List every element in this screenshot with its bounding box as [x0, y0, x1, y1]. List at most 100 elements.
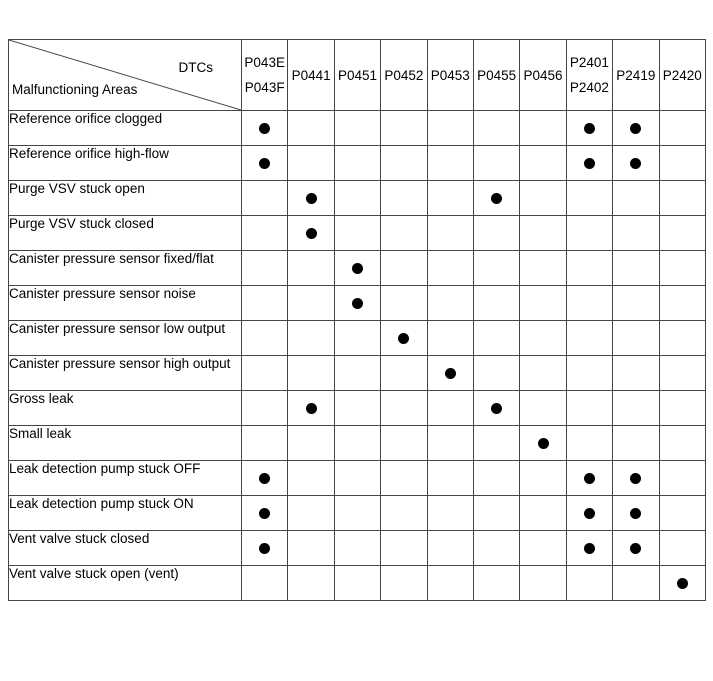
dtc-empty-cell [240, 425, 289, 461]
dtc-code: P0453 [430, 67, 470, 83]
dtc-applicable-cell [612, 460, 660, 496]
dtc-empty-cell [472, 530, 521, 566]
dtc-empty-cell [426, 460, 474, 496]
dot-indicator [398, 332, 410, 344]
dtc-empty-cell [658, 390, 707, 426]
dtc-column-header: P0455 [472, 39, 521, 111]
dtc-empty-cell [612, 215, 660, 251]
dtc-empty-cell [380, 215, 428, 251]
dtc-empty-cell [333, 390, 382, 426]
dtc-empty-cell [658, 180, 707, 216]
dot-indicator [630, 472, 642, 484]
malfunctioning-area-label: Leak detection pump stuck OFF [8, 460, 242, 496]
dtc-empty-cell [240, 390, 289, 426]
table-row: Leak detection pump stuck ON [8, 495, 707, 531]
dot-indicator [351, 262, 363, 274]
dtc-applicable-cell [287, 180, 335, 216]
malfunctioning-area-label: Small leak [8, 425, 242, 461]
dtc-empty-cell [240, 320, 289, 356]
dtc-column-header: P2419 [612, 39, 660, 111]
malfunctioning-area-label: Reference orifice clogged [8, 110, 242, 146]
dtc-code: P0455 [477, 67, 517, 83]
dtc-empty-cell [426, 565, 474, 601]
dtc-empty-cell [380, 180, 428, 216]
malfunctioning-area-label: Vent valve stuck closed [8, 530, 242, 566]
dtc-empty-cell [472, 320, 521, 356]
dtc-applicable-cell [240, 110, 289, 146]
table-row: Vent valve stuck open (vent) [8, 565, 707, 601]
dtc-empty-cell [612, 320, 660, 356]
dtc-applicable-cell [472, 180, 521, 216]
dtc-empty-cell [658, 215, 707, 251]
dtc-empty-cell [612, 285, 660, 321]
dtc-empty-cell [426, 250, 474, 286]
dot-indicator [259, 472, 271, 484]
dtc-applicable-cell [472, 390, 521, 426]
dtc-column-header: P0453 [426, 39, 474, 111]
dtc-empty-cell [333, 495, 382, 531]
dot-indicator [491, 402, 503, 414]
dtc-applicable-cell [565, 460, 614, 496]
dtc-empty-cell [519, 460, 567, 496]
dtc-applicable-cell [333, 250, 382, 286]
table-row: Reference orifice clogged [8, 110, 707, 146]
dot-indicator [583, 122, 595, 134]
dtc-empty-cell [287, 145, 335, 181]
dtc-empty-cell [519, 180, 567, 216]
dtc-empty-cell [519, 390, 567, 426]
dtc-empty-cell [240, 355, 289, 391]
dtc-empty-cell [240, 250, 289, 286]
dtc-applicable-cell [519, 425, 567, 461]
dtc-empty-cell [472, 565, 521, 601]
table-row: Purge VSV stuck closed [8, 215, 707, 251]
table-row: Reference orifice high-flow [8, 145, 707, 181]
dtc-applicable-cell [287, 215, 335, 251]
dtc-empty-cell [565, 285, 614, 321]
dtc-empty-cell [426, 145, 474, 181]
dot-indicator [259, 542, 271, 554]
dot-indicator [630, 542, 642, 554]
dtc-empty-cell [333, 530, 382, 566]
dtc-applicable-cell [612, 530, 660, 566]
dtc-empty-cell [658, 285, 707, 321]
table-row: Canister pressure sensor fixed/flat [8, 250, 707, 286]
dot-indicator [537, 437, 549, 449]
dtc-empty-cell [380, 390, 428, 426]
dtc-empty-cell [380, 460, 428, 496]
dtc-empty-cell [380, 530, 428, 566]
dtc-empty-cell [612, 180, 660, 216]
dtc-empty-cell [426, 320, 474, 356]
dtc-empty-cell [380, 110, 428, 146]
dtc-empty-cell [426, 390, 474, 426]
dtc-empty-cell [472, 460, 521, 496]
dtc-applicable-cell [565, 530, 614, 566]
dtc-empty-cell [240, 285, 289, 321]
dtc-empty-cell [612, 390, 660, 426]
dtc-empty-cell [658, 425, 707, 461]
dtc-applicable-cell [565, 110, 614, 146]
malfunctioning-area-label: Reference orifice high-flow [8, 145, 242, 181]
dtc-empty-cell [565, 390, 614, 426]
dtc-empty-cell [333, 215, 382, 251]
dtc-code: P043F [244, 80, 285, 95]
dot-indicator [583, 157, 595, 169]
dtc-column-header: P0441 [287, 39, 335, 111]
dtc-column-header: P0451 [333, 39, 382, 111]
dtc-empty-cell [519, 285, 567, 321]
malfunctioning-area-label: Canister pressure sensor low output [8, 320, 242, 356]
dtc-empty-cell [565, 565, 614, 601]
dtc-empty-cell [287, 285, 335, 321]
dtc-column-header: P0452 [380, 39, 428, 111]
dot-indicator [305, 227, 317, 239]
table-row: Canister pressure sensor low output [8, 320, 707, 356]
dtc-empty-cell [240, 565, 289, 601]
dtc-applicable-cell [426, 355, 474, 391]
dtc-empty-cell [472, 425, 521, 461]
dtc-empty-cell [658, 355, 707, 391]
dtc-empty-cell [519, 215, 567, 251]
dtc-code: P0452 [384, 67, 424, 83]
dtc-column-header: P0456 [519, 39, 567, 111]
dtc-empty-cell [519, 565, 567, 601]
malfunctioning-area-label: Canister pressure sensor fixed/flat [8, 250, 242, 286]
